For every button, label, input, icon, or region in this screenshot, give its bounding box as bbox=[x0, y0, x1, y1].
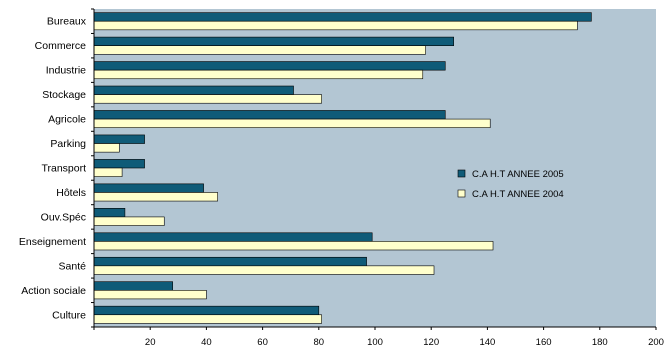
x-tick-label: 200 bbox=[648, 337, 664, 348]
bar-2004 bbox=[93, 94, 322, 104]
legend-label-2005: C.A H.T ANNEE 2005 bbox=[472, 169, 564, 180]
bar-2005 bbox=[93, 208, 126, 218]
bar-2004 bbox=[93, 216, 165, 226]
bar-2005 bbox=[93, 281, 173, 291]
category-label: Parking bbox=[50, 138, 86, 150]
category-label: Enseignement bbox=[19, 236, 86, 248]
category-label: Transport bbox=[41, 163, 86, 175]
category-label: Action sociale bbox=[21, 285, 86, 297]
bar-2005 bbox=[93, 36, 454, 46]
plot-area bbox=[94, 9, 656, 327]
bar-2005 bbox=[93, 232, 373, 242]
bar-2005 bbox=[93, 183, 204, 193]
bar-2004 bbox=[93, 192, 218, 202]
category-label: Hôtels bbox=[56, 187, 86, 199]
category-label: Industrie bbox=[46, 65, 86, 77]
category-labels: Bureaux Commerce Industrie Stockage Agricole… bbox=[19, 16, 87, 322]
bar-2005 bbox=[93, 12, 592, 22]
category-label: Commerce bbox=[35, 40, 87, 52]
bar-2004 bbox=[93, 69, 424, 80]
category-label: Ouv.Spéc bbox=[41, 211, 86, 223]
x-tick-label: 60 bbox=[257, 337, 268, 348]
bar-2004 bbox=[93, 290, 207, 300]
bar-2004 bbox=[93, 118, 491, 128]
x-tick-label: 80 bbox=[314, 337, 325, 348]
bar-2005 bbox=[93, 305, 320, 316]
bar-2004 bbox=[93, 241, 494, 251]
x-tick-label: 160 bbox=[536, 337, 552, 348]
category-label: Santé bbox=[59, 260, 87, 272]
legend: C.A H.T ANNEE 2005 C.A H.T ANNEE 2004 bbox=[457, 169, 564, 200]
category-label: Culture bbox=[52, 309, 86, 321]
legend-swatch-2005 bbox=[457, 169, 466, 178]
x-tick-label: 120 bbox=[423, 337, 439, 348]
bar-2005 bbox=[93, 85, 294, 95]
bar-2005 bbox=[93, 159, 145, 169]
bars-group bbox=[93, 12, 592, 324]
legend-label-2004: C.A H.T ANNEE 2004 bbox=[472, 189, 564, 200]
bar-2004 bbox=[93, 143, 120, 153]
category-label: Bureaux bbox=[47, 16, 87, 28]
bar-2005 bbox=[93, 61, 446, 71]
bar-2005 bbox=[93, 256, 367, 267]
bar-2004 bbox=[93, 314, 322, 324]
bar-2005 bbox=[93, 110, 446, 120]
x-tick-label: 180 bbox=[592, 337, 608, 348]
bar-2004 bbox=[93, 167, 123, 177]
category-label: Stockage bbox=[42, 89, 86, 101]
bar-2004 bbox=[93, 265, 435, 275]
x-tick-label: 20 bbox=[145, 337, 156, 348]
legend-swatch-2004 bbox=[457, 189, 466, 198]
x-tick-label: 140 bbox=[479, 337, 495, 348]
x-tick-label: 100 bbox=[367, 337, 383, 348]
x-axis: 20 40 60 80 100 120 140 160 180 200 bbox=[91, 8, 664, 348]
bar-2004 bbox=[93, 45, 426, 55]
category-label: Agricole bbox=[48, 114, 86, 126]
x-tick-label: 40 bbox=[201, 337, 212, 348]
bar-2004 bbox=[93, 20, 578, 31]
bar-2005 bbox=[93, 134, 145, 144]
